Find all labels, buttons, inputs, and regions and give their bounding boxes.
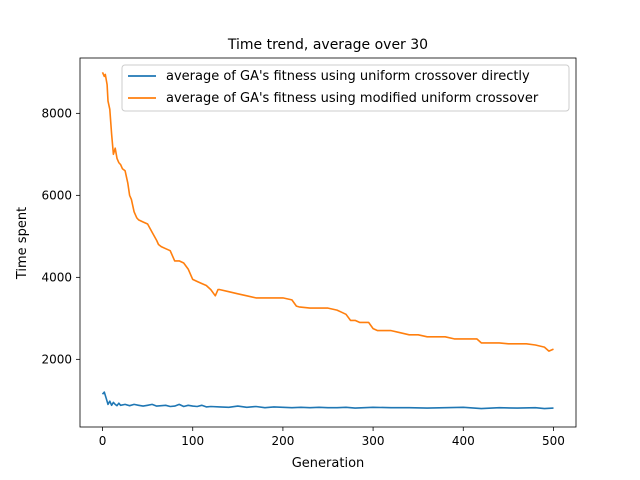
y-tick-label: 2000 [41, 352, 72, 366]
y-tick-label: 8000 [41, 106, 72, 120]
series-line-modified [101, 71, 554, 352]
x-axis-label: Generation [292, 456, 365, 471]
y-tick-label: 4000 [41, 270, 72, 284]
x-tick-label: 100 [181, 434, 204, 448]
x-tick-label: 500 [542, 434, 565, 448]
legend: average of GA's fitness using uniform cr… [121, 64, 570, 112]
y-tick-label: 6000 [41, 188, 72, 202]
x-axis-ticks: 0 100 200 300 400 500 [99, 427, 565, 448]
x-tick-label: 200 [271, 434, 294, 448]
legend-box [121, 64, 570, 112]
legend-label-uniform: average of GA's fitness using uniform cr… [166, 69, 530, 84]
legend-label-modified: average of GA's fitness using modified u… [166, 91, 539, 106]
x-tick-label: 400 [452, 434, 475, 448]
chart-title: Time trend, average over 30 [227, 37, 428, 53]
y-axis-ticks: 2000 4000 6000 8000 [41, 106, 80, 366]
plot-frame [79, 57, 577, 428]
series-line-uniform [101, 391, 554, 410]
plot-lines [101, 71, 554, 410]
y-axis-label: Time spent [15, 207, 30, 280]
x-tick-label: 0 [99, 434, 107, 448]
x-tick-label: 300 [362, 434, 385, 448]
